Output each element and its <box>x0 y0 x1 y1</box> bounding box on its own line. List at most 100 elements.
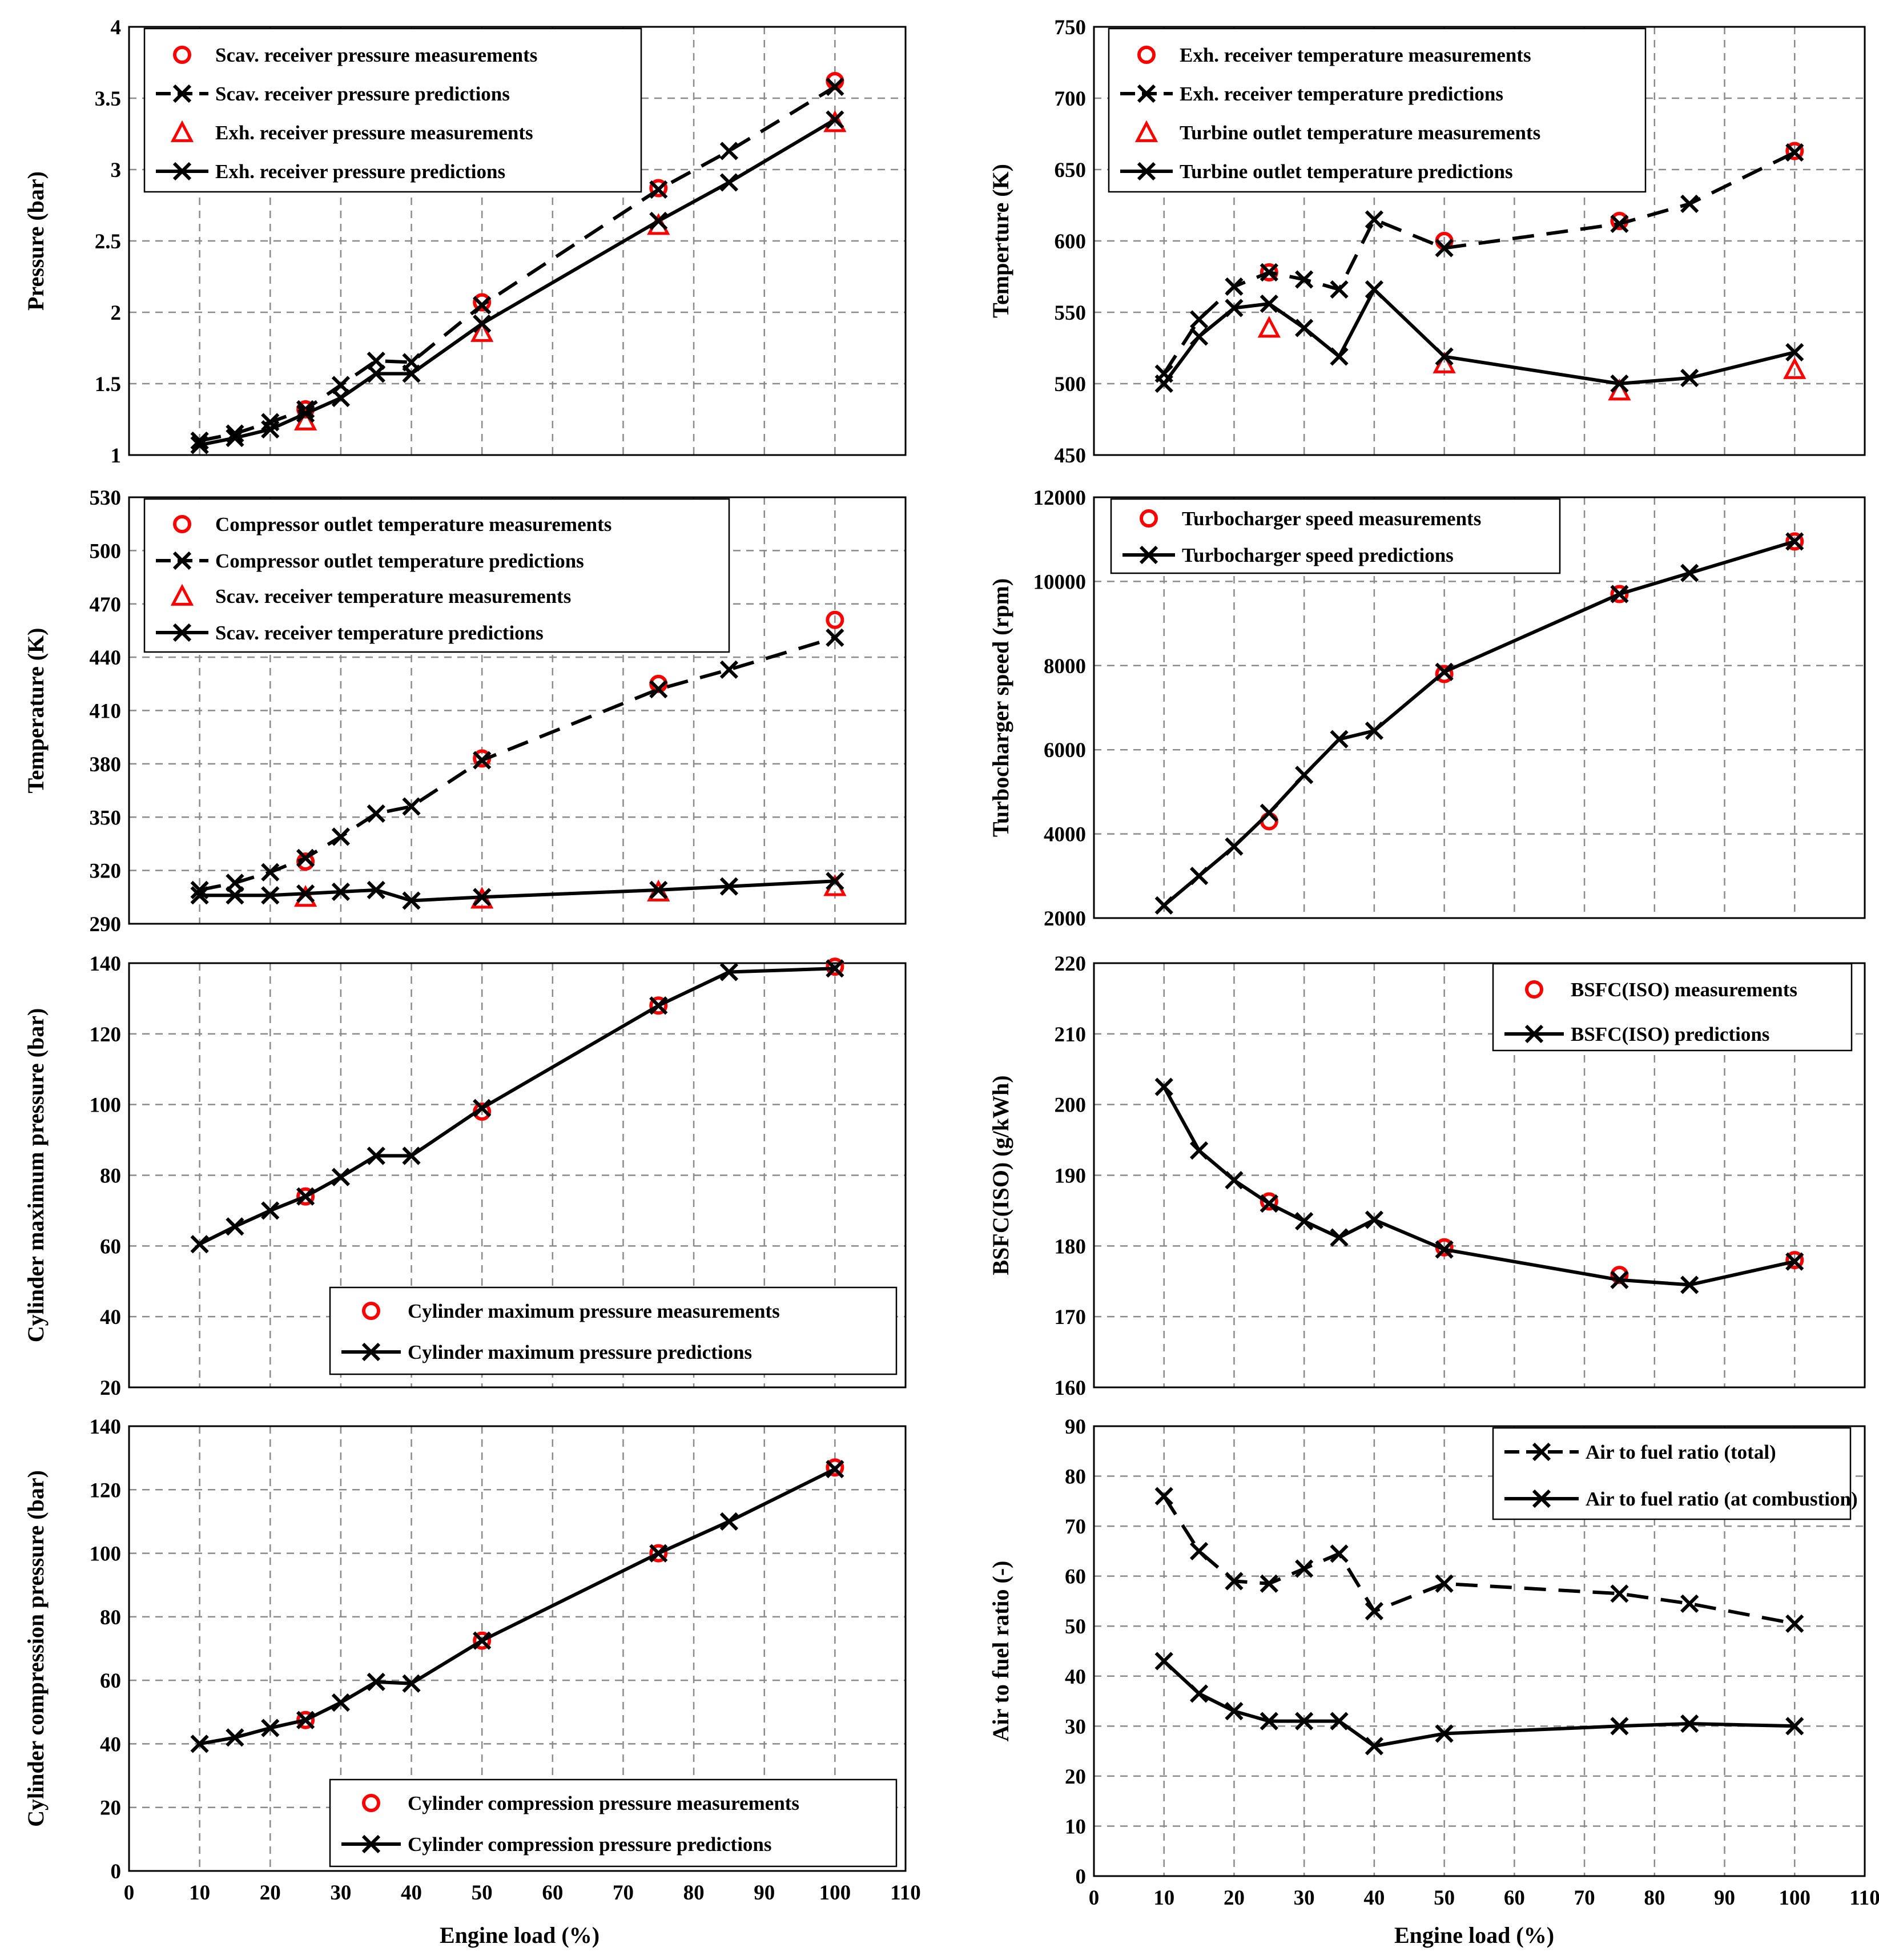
legend-label: BSFC(ISO) predictions <box>1571 1023 1769 1045</box>
y-tick-label: 290 <box>90 913 122 936</box>
chart-4: 2000 4000 6000 8000 10000 12000 Turbocharger s… <box>988 486 1866 931</box>
legend-item: BSFC(ISO) predictions <box>1504 1023 1769 1045</box>
y-axis-title: Temperture (K) <box>988 164 1013 318</box>
legend-box <box>1110 498 1561 574</box>
data-point <box>1154 1652 1173 1671</box>
data-point <box>1365 721 1384 740</box>
y-tick-label: 1 <box>111 444 122 468</box>
plot-frame <box>1093 496 1866 919</box>
data-point <box>1610 1266 1629 1285</box>
series-2 <box>190 1459 844 1753</box>
legend-swatch-marker <box>173 46 191 64</box>
data-point <box>649 1544 668 1563</box>
legend-item: Cylinder compression pressure prediction… <box>341 1833 772 1856</box>
data-point <box>1295 1712 1314 1730</box>
data-point <box>1154 896 1173 915</box>
legend: BSFC(ISO) measurements BSFC(ISO) predicti… <box>1492 963 1853 1052</box>
legend-label: Air to fuel ratio (total) <box>1586 1441 1776 1463</box>
y-tick-label: 20 <box>100 1377 121 1400</box>
x-tick-label: 30 <box>1294 1886 1315 1910</box>
series-2 <box>1154 1077 1804 1294</box>
x-tick-label: 80 <box>683 1881 705 1905</box>
legend-label: Turbine outlet temperature measurements <box>1180 122 1540 144</box>
data-point <box>1680 368 1699 388</box>
y-tick-label: 200 <box>1055 1094 1087 1117</box>
legend-item: Exh. receiver pressure measurements <box>170 120 533 144</box>
data-point <box>1435 1724 1454 1743</box>
plot-frame <box>1093 26 1866 456</box>
legend-label: Cylinder compression pressure prediction… <box>408 1833 772 1856</box>
legend-swatch-marker <box>1137 46 1156 64</box>
y-tick-label: 10000 <box>1033 570 1087 594</box>
data-point <box>1260 263 1278 282</box>
x-tick-label: 10 <box>1153 1886 1174 1910</box>
data-point <box>331 882 351 901</box>
data-point <box>1785 1717 1804 1736</box>
data-point <box>1330 1228 1349 1247</box>
x-tick-label: 60 <box>542 1881 563 1905</box>
y-tick-label: 220 <box>1055 952 1087 976</box>
legend-swatch-marker <box>172 623 192 642</box>
x-tick-label: 20 <box>260 1881 281 1905</box>
y-tick-label: 140 <box>90 952 122 976</box>
data-point <box>331 827 351 846</box>
legend: Cylinder compression pressure measuremen… <box>329 1778 898 1868</box>
legend-item: Turbocharger speed measurements <box>1140 508 1481 530</box>
data-point <box>473 1098 492 1117</box>
data-point <box>296 852 315 871</box>
legend-label: Scav. receiver pressure measurements <box>215 44 537 66</box>
data-point <box>402 891 421 910</box>
y-tick-label: 600 <box>1055 230 1087 253</box>
legend-box <box>1492 1427 1852 1520</box>
data-point <box>649 680 668 699</box>
data-point <box>1785 343 1804 362</box>
data-point <box>1225 837 1244 856</box>
y-axis-title: Air to fuel ratio (-) <box>988 1561 1013 1742</box>
data-point <box>1680 194 1699 214</box>
data-point <box>473 1631 492 1650</box>
data-point <box>649 880 668 899</box>
data-point <box>1225 1701 1244 1721</box>
x-axis-title-right: Engine load (%) <box>1394 1922 1554 1948</box>
data-point <box>826 610 844 629</box>
y-tick-label: 40 <box>100 1306 121 1329</box>
plot-frame <box>128 26 907 456</box>
data-point <box>649 211 668 231</box>
legend-item: Exh. receiver temperature predictions <box>1120 83 1503 105</box>
data-point <box>826 959 844 978</box>
y-tick-label: 700 <box>1055 87 1087 111</box>
data-point <box>1435 347 1454 366</box>
charts-layer: 1 1.5 2 2.5 3 3.5 4 Pressure (bar) Scav. receive… <box>23 16 1879 1910</box>
data-point <box>1257 316 1281 338</box>
y-tick-label: 3 <box>111 159 122 182</box>
legend-label: Exh. receiver pressure predictions <box>215 160 505 183</box>
data-point <box>719 877 739 896</box>
legend: Exh. receiver temperature measurements Ex… <box>1108 27 1647 193</box>
data-point <box>1225 1171 1244 1190</box>
data-point <box>1295 1212 1314 1231</box>
data-point <box>1260 1712 1278 1730</box>
data-point <box>1610 1717 1629 1736</box>
data-point <box>1154 1487 1173 1506</box>
data-point <box>1785 532 1804 551</box>
series-line <box>199 636 836 892</box>
data-point <box>1783 357 1806 379</box>
data-point <box>1610 374 1629 393</box>
legend-label: Exh. receiver pressure measurements <box>215 122 533 144</box>
data-point <box>1260 803 1278 822</box>
data-point <box>649 996 668 1015</box>
data-point <box>1435 665 1454 683</box>
series-line <box>199 85 836 442</box>
data-point <box>190 1734 209 1753</box>
data-point <box>1225 1572 1244 1591</box>
legend-label: Turbine outlet temperature predictions <box>1180 160 1513 183</box>
legend-label: Cylinder maximum pressure measurements <box>408 1300 780 1322</box>
x-tick-label: 20 <box>1224 1886 1245 1910</box>
grid <box>1094 1426 1865 1876</box>
data-point <box>1435 662 1454 681</box>
data-point <box>1330 280 1349 299</box>
data-point <box>226 886 244 905</box>
data-point <box>826 1458 844 1477</box>
x-tick-label: 100 <box>819 1881 851 1905</box>
